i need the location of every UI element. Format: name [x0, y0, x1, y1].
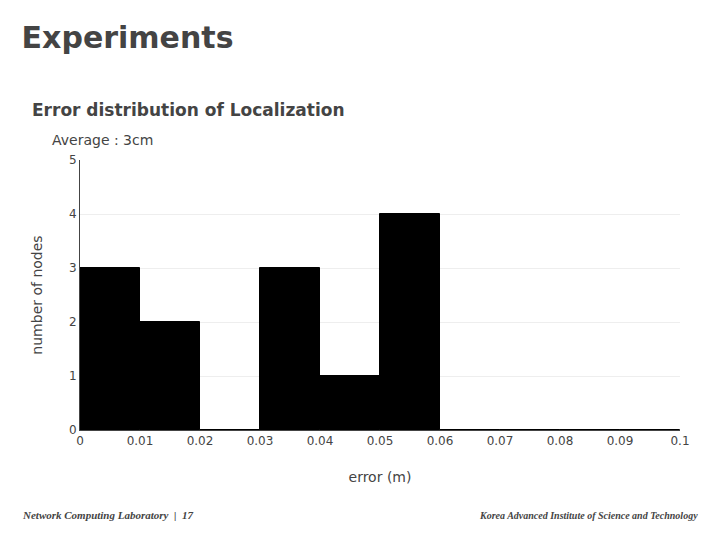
svg-text:error (m): error (m) — [349, 469, 412, 485]
svg-text:0: 0 — [69, 423, 77, 437]
svg-text:3: 3 — [69, 261, 77, 275]
svg-text:0.06: 0.06 — [427, 434, 454, 448]
svg-text:0.08: 0.08 — [547, 434, 574, 448]
svg-text:4: 4 — [69, 207, 77, 221]
svg-text:number of nodes: number of nodes — [29, 235, 45, 354]
svg-text:Korea Advanced Institute of Sc: Korea Advanced Institute of Science and … — [479, 510, 698, 521]
svg-text:0.07: 0.07 — [487, 434, 514, 448]
svg-text:Error distribution of Localiza: Error distribution of Localization — [32, 100, 345, 120]
svg-text:0.01: 0.01 — [127, 434, 154, 448]
svg-text:1: 1 — [69, 369, 77, 383]
svg-text:0.04: 0.04 — [307, 434, 334, 448]
svg-text:0.1: 0.1 — [670, 434, 689, 448]
svg-text:Network Computing Laboratory: Network Computing Laboratory | 17 — [22, 509, 193, 521]
svg-text:0.02: 0.02 — [187, 434, 214, 448]
svg-text:0.09: 0.09 — [607, 434, 634, 448]
svg-text:0.05: 0.05 — [367, 434, 394, 448]
svg-text:Average : 3cm: Average : 3cm — [52, 132, 153, 148]
svg-text:Experiments: Experiments — [22, 20, 234, 55]
svg-text:5: 5 — [69, 153, 77, 167]
svg-text:0: 0 — [76, 434, 84, 448]
svg-text:0.03: 0.03 — [247, 434, 274, 448]
svg-text:2: 2 — [69, 315, 77, 329]
